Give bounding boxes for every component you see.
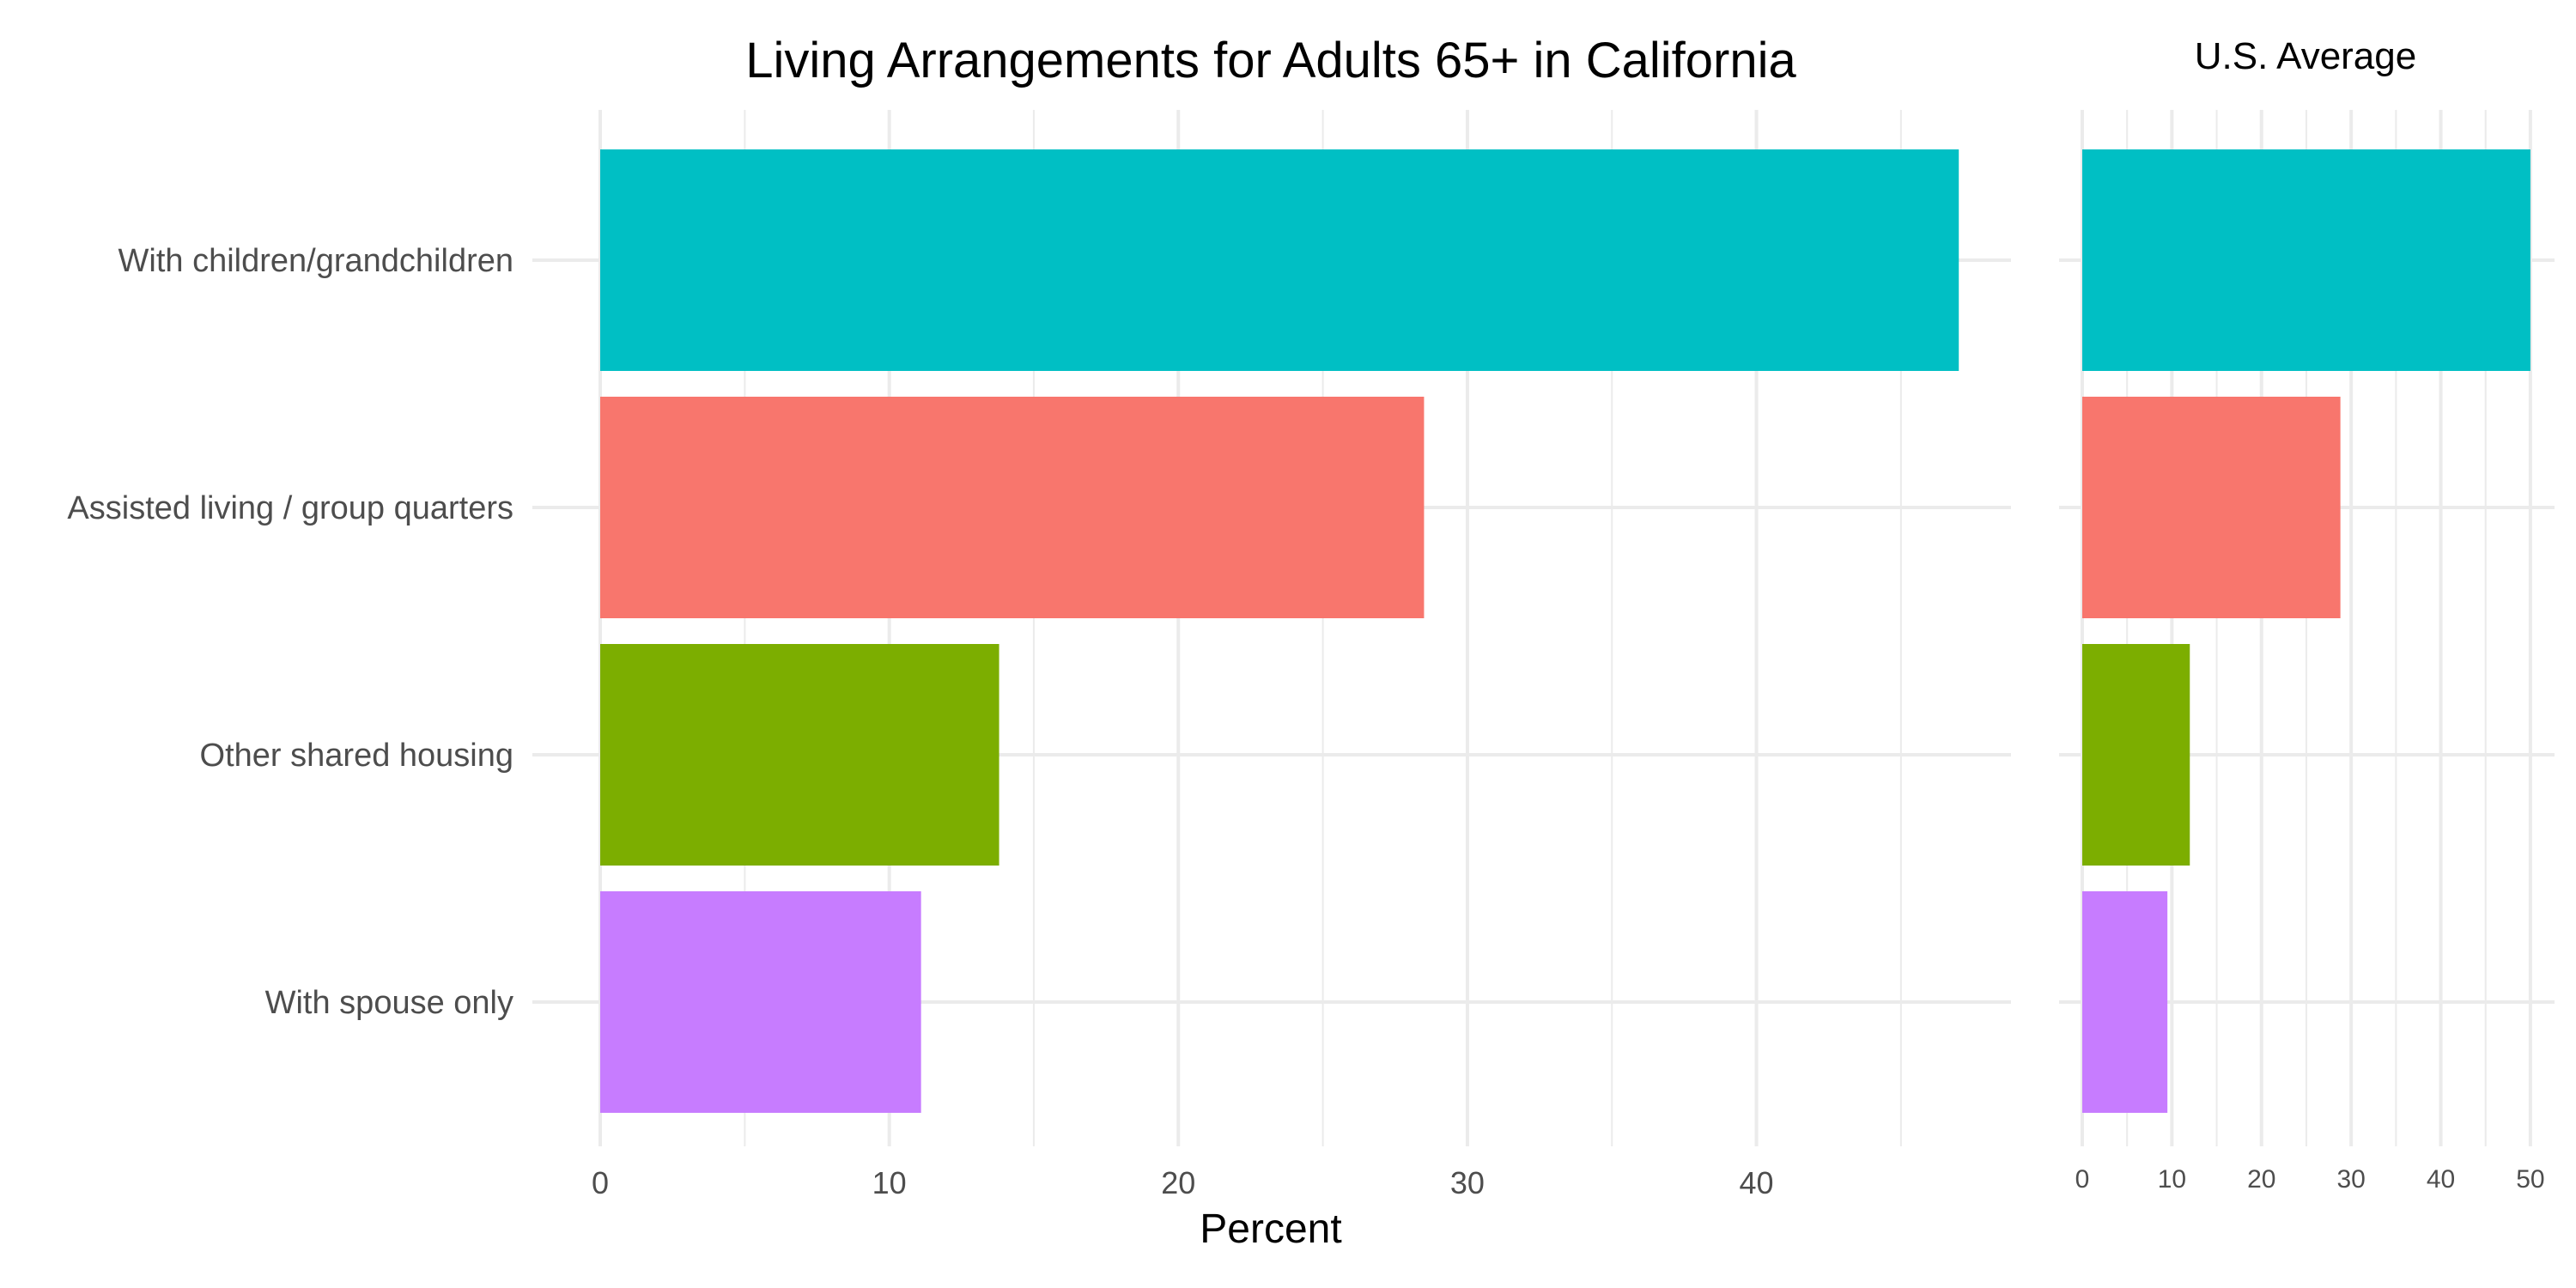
category-label-with-spouse-only: With spouse only [265, 985, 513, 1021]
california-x-tick-label: 10 [872, 1165, 907, 1200]
x-axis-title: Percent [1200, 1206, 1341, 1252]
category-label-other-shared-housing: Other shared housing [200, 738, 513, 774]
california-bar-other-shared-housing [600, 644, 999, 866]
california-bar-with-spouse-only [600, 891, 921, 1113]
us-average-x-tick-label: 10 [2158, 1165, 2186, 1194]
us-average-bars [2082, 149, 2530, 1113]
us-average-bar-with-spouse-only [2082, 891, 2168, 1113]
category-label-with-children-grandchildren: With children/grandchildren [118, 243, 513, 279]
category-labels: With children/grandchildren Assisted livi… [67, 243, 513, 1021]
us-average-title: U.S. Average [2195, 35, 2416, 77]
california-x-tick-label: 20 [1161, 1165, 1195, 1200]
california-bar-assisted-living-group-quarters [600, 397, 1425, 618]
california-bars [600, 149, 1959, 1113]
us-average-x-tick-label: 50 [2516, 1165, 2544, 1194]
california-x-tick-label: 0 [592, 1165, 609, 1200]
category-label-assisted-living-group-quarters: Assisted living / group quarters [67, 490, 513, 526]
california-x-tick-label: 30 [1450, 1165, 1485, 1200]
us-average-x-tick-label: 30 [2336, 1165, 2365, 1194]
chart-title: Living Arrangements for Adults 65+ in Ca… [745, 33, 1796, 88]
us-average-bar-other-shared-housing [2082, 644, 2190, 866]
california-x-tick-label: 40 [1740, 1165, 1774, 1200]
california-x-ticks: 0 10 20 30 40 [592, 1165, 1774, 1200]
us-average-bar-with-children-grandchildren [2082, 149, 2530, 371]
us-average-x-tick-label: 40 [2427, 1165, 2455, 1194]
us-average-x-ticks: 0 10 20 30 40 50 [2075, 1165, 2545, 1194]
california-bar-with-children-grandchildren [600, 149, 1959, 371]
us-average-x-tick-label: 20 [2247, 1165, 2275, 1194]
california-panel: Living Arrangements for Adults 65+ in Ca… [67, 33, 2011, 1252]
us-average-panel: U.S. Average 0 10 20 30 40 50 [2059, 35, 2555, 1194]
us-average-bar-assisted-living-group-quarters [2082, 397, 2341, 618]
us-average-x-tick-label: 0 [2075, 1165, 2090, 1194]
